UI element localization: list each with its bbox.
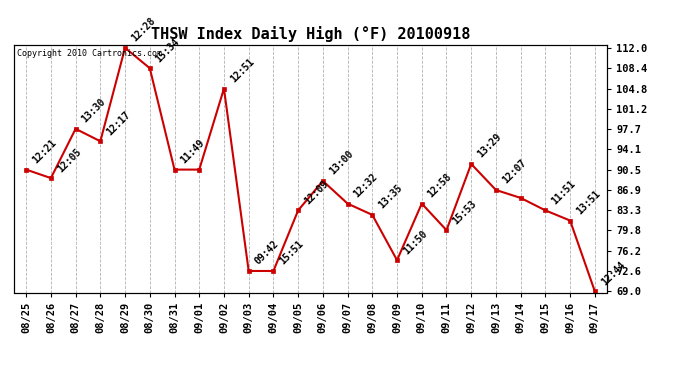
Text: 12:05: 12:05: [55, 146, 83, 174]
Text: 12:58: 12:58: [426, 172, 454, 200]
Text: 12:21: 12:21: [30, 138, 58, 165]
Text: 11:49: 11:49: [179, 138, 206, 165]
Text: 12:07: 12:07: [500, 158, 528, 186]
Text: 12:51: 12:51: [228, 57, 256, 84]
Text: 13:00: 13:00: [327, 149, 355, 177]
Text: 13:35: 13:35: [377, 183, 404, 211]
Text: 13:30: 13:30: [80, 97, 108, 124]
Text: 12:28: 12:28: [129, 16, 157, 44]
Text: 12:44: 12:44: [599, 260, 627, 287]
Text: 09:42: 09:42: [253, 239, 281, 267]
Text: 11:51: 11:51: [549, 178, 578, 206]
Title: THSW Index Daily High (°F) 20100918: THSW Index Daily High (°F) 20100918: [151, 27, 470, 42]
Text: 15:53: 15:53: [451, 198, 478, 226]
Text: 15:51: 15:51: [277, 239, 306, 267]
Text: 12:17: 12:17: [104, 109, 132, 137]
Text: 13:29: 13:29: [475, 132, 503, 160]
Text: 15:34: 15:34: [154, 36, 181, 64]
Text: 12:09: 12:09: [302, 178, 330, 206]
Text: Copyright 2010 Cartronics.com: Copyright 2010 Cartronics.com: [17, 49, 161, 58]
Text: 13:51: 13:51: [574, 189, 602, 216]
Text: 11:50: 11:50: [401, 228, 429, 256]
Text: 12:32: 12:32: [352, 172, 380, 200]
